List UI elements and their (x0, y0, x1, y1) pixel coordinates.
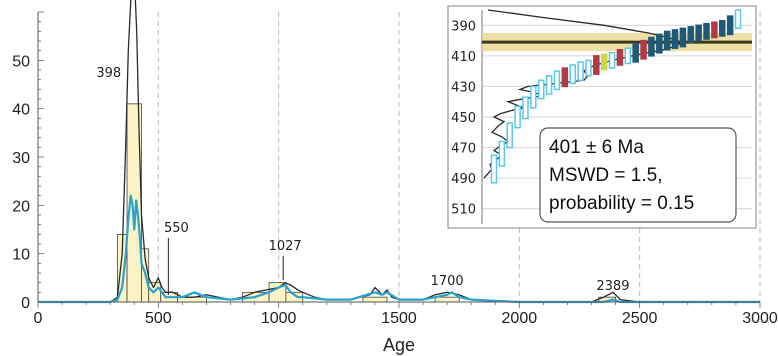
age-error-bar (537, 79, 545, 100)
stats-line: MSWD = 1.5, (549, 165, 663, 186)
x-tick-label: 500 (145, 310, 172, 327)
x-tick-label: 3000 (742, 310, 778, 327)
stats-line: 401 ± 6 Ma (549, 137, 644, 158)
y-tick-label: 10 (12, 247, 30, 264)
age-error-bar (679, 27, 687, 48)
age-error-bar (648, 36, 655, 57)
age-error-bar (711, 21, 718, 39)
x-tick-label: 1500 (381, 310, 417, 327)
age-error-bar (640, 39, 647, 60)
peak-label: 550 (164, 221, 189, 236)
y-tick-label: 50 (12, 53, 30, 70)
peak-label: 398 (96, 66, 121, 81)
age-error-bar (656, 33, 663, 54)
age-error-bar (734, 9, 742, 30)
weighted-mean-inset: 390 410 430 450 470 490 510 401 ± 6 Ma MSWD = 1.… (447, 5, 757, 229)
age-error-bar (663, 30, 671, 51)
y-tick-label: 0 (21, 295, 30, 312)
age-error-bar (569, 64, 576, 85)
age-error-bar (593, 55, 600, 75)
x-axis-title: Age (383, 335, 415, 355)
inset-y-tick-label: 510 (451, 203, 476, 218)
x-tick-label: 0 (34, 310, 43, 327)
age-error-bar (561, 67, 569, 88)
density-curves (38, 0, 760, 304)
age-error-bar (545, 74, 553, 95)
age-error-bar (719, 19, 726, 37)
age-error-bar (514, 105, 521, 129)
age-error-bar (687, 26, 695, 43)
age-error-bar (498, 140, 506, 167)
age-error-bar (522, 96, 529, 120)
age-error-bar (695, 24, 702, 42)
peak-label: 2389 (596, 279, 629, 294)
age-error-bar (703, 23, 710, 40)
inset-y-tick-label: 390 (451, 19, 476, 34)
age-error-bar (577, 61, 584, 82)
y-tick-label: 40 (12, 102, 30, 119)
peak-label: 1027 (269, 239, 302, 254)
age-error-bar (726, 15, 734, 36)
histogram-bar (434, 296, 460, 303)
peak-annotations: 398 550 1027 1700 2389 (96, 66, 629, 295)
inset-y-tick-label: 490 (451, 172, 476, 187)
x-tick-label: 2500 (622, 310, 658, 327)
x-tick-label: 2000 (502, 310, 538, 327)
inset-y-tick-label: 410 (451, 50, 476, 65)
age-error-bar (506, 122, 513, 149)
age-error-bar (671, 29, 679, 49)
histogram-bar (362, 296, 388, 303)
y-tick-label: 30 (12, 150, 30, 167)
age-error-bar (632, 42, 639, 63)
age-error-bar (608, 52, 616, 69)
inset-y-tick-label: 450 (451, 111, 476, 126)
x-tick-label: 1000 (261, 310, 297, 327)
pdp-curve (38, 194, 760, 304)
age-error-bar (624, 47, 632, 65)
stats-box (539, 127, 737, 223)
stats-line: probability = 0.15 (549, 193, 694, 214)
y-tick-label: 20 (12, 198, 30, 215)
age-error-bar (585, 59, 592, 77)
peak-label: 1700 (431, 274, 464, 289)
age-error-bar (616, 48, 624, 66)
age-error-bar (530, 85, 537, 109)
age-error-bar (490, 154, 498, 184)
inset-y-tick-label: 430 (451, 80, 476, 95)
age-error-bar (553, 70, 561, 91)
inset-y-tick-label: 470 (451, 142, 476, 157)
age-error-bar (600, 53, 608, 71)
